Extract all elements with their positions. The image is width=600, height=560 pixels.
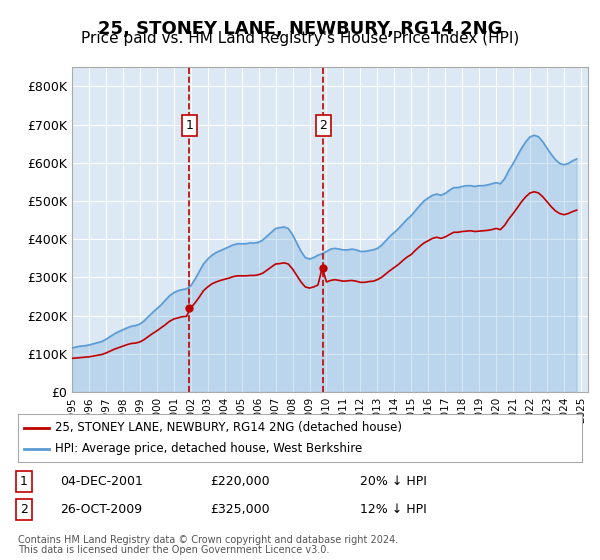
- Text: 2: 2: [319, 119, 328, 132]
- Text: 25, STONEY LANE, NEWBURY, RG14 2NG: 25, STONEY LANE, NEWBURY, RG14 2NG: [98, 20, 502, 38]
- Text: Price paid vs. HM Land Registry's House Price Index (HPI): Price paid vs. HM Land Registry's House …: [81, 31, 519, 46]
- Text: 12% ↓ HPI: 12% ↓ HPI: [360, 503, 427, 516]
- Text: Contains HM Land Registry data © Crown copyright and database right 2024.: Contains HM Land Registry data © Crown c…: [18, 535, 398, 545]
- Text: This data is licensed under the Open Government Licence v3.0.: This data is licensed under the Open Gov…: [18, 545, 329, 555]
- Text: HPI: Average price, detached house, West Berkshire: HPI: Average price, detached house, West…: [55, 442, 362, 455]
- Text: 04-DEC-2001: 04-DEC-2001: [60, 475, 143, 488]
- Text: 1: 1: [20, 475, 28, 488]
- Text: 20% ↓ HPI: 20% ↓ HPI: [360, 475, 427, 488]
- Text: 25, STONEY LANE, NEWBURY, RG14 2NG (detached house): 25, STONEY LANE, NEWBURY, RG14 2NG (deta…: [55, 421, 401, 434]
- Text: £220,000: £220,000: [210, 475, 269, 488]
- Text: 2: 2: [20, 503, 28, 516]
- Text: £325,000: £325,000: [210, 503, 269, 516]
- Text: 1: 1: [185, 119, 193, 132]
- Text: 26-OCT-2009: 26-OCT-2009: [60, 503, 142, 516]
